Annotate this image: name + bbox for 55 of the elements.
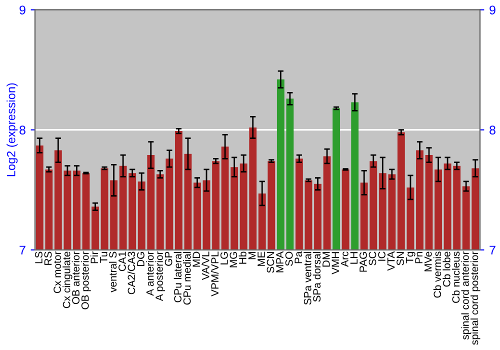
x-tick-label: Cb vermis	[433, 252, 442, 298]
x-tick-label: Pa	[294, 251, 302, 264]
x-tick-label: VTA	[387, 251, 395, 271]
x-tick-label: LG	[220, 252, 228, 264]
x-tick-label: CA1	[118, 252, 126, 272]
y2-tick-label: 9	[490, 6, 496, 14]
x-tick-label: VA/VL	[202, 252, 210, 280]
x-tick-label: VPM/VPL	[210, 252, 219, 296]
x-tick-label: SN	[396, 252, 404, 266]
x-tick-label: Tg	[406, 252, 416, 264]
x-tick-label: Tu	[100, 252, 108, 263]
x-tick-label: CA2/CA3	[127, 252, 136, 294]
x-tick-label: MD	[192, 252, 200, 267]
x-tick-label: LH	[350, 252, 358, 264]
x-tick-label: OB anterior	[72, 251, 80, 304]
x-tick-label: Cx cingulate	[62, 252, 72, 308]
x-tick-label: SO	[285, 252, 293, 266]
x-tick-label: ventral S	[108, 252, 117, 292]
x-tick-label: spinal cord posterior	[470, 251, 480, 345]
x-tick-label: DM	[322, 252, 330, 267]
x-tick-label: PAG	[360, 252, 367, 272]
x-tick-label: Cx motor	[54, 251, 61, 294]
x-tick-label: Arc	[341, 252, 348, 267]
x-tick-label: MG	[230, 252, 238, 268]
x-tick-label: MVe	[424, 252, 432, 272]
x-tick-label: Cb nucleus	[452, 252, 460, 303]
x-tick-label: CPu medial	[183, 252, 191, 305]
x-tick-label: ME	[258, 252, 265, 266]
x-tick-label: Pn	[415, 252, 422, 264]
x-tick-label: Cb lobe	[442, 252, 450, 287]
x-tick-label: MPA	[276, 251, 284, 272]
x-tick-label: VMH	[332, 252, 339, 274]
x-tick-label: SCN	[266, 252, 274, 273]
y-tick-label: 9	[20, 6, 26, 14]
x-tick-label: SC	[368, 252, 376, 266]
x-tick-label: DG	[137, 252, 144, 266]
x-tick-label: RS	[44, 252, 52, 265]
x-tick-label: A posterior	[155, 251, 166, 302]
x-tick-label: LS	[35, 252, 42, 264]
x-tick-label: OB posterior	[81, 251, 91, 310]
x-tick-label: M	[248, 252, 256, 260]
x-tick-label: CPu lateral	[174, 252, 182, 302]
y-tick-label: 8	[20, 126, 26, 134]
x-tick-label: SPa ventral	[304, 252, 312, 305]
x-tick-label: A anterior	[146, 251, 154, 296]
x-tick-label: Pir	[90, 251, 98, 264]
x-tick-label: SPa dorsal	[312, 252, 321, 302]
y2-tick-label: 7	[490, 246, 496, 254]
y2-tick-label: 8	[490, 126, 496, 134]
x-tick-label: IC	[378, 252, 386, 261]
x-tick-label: spinal cord anterior	[461, 251, 471, 340]
x-tick-label: Hb	[238, 252, 246, 264]
y-tick-label: 7	[20, 246, 26, 254]
y-axis-title: Log2 (expression)	[6, 83, 18, 176]
x-tick-label: GP	[164, 252, 172, 266]
